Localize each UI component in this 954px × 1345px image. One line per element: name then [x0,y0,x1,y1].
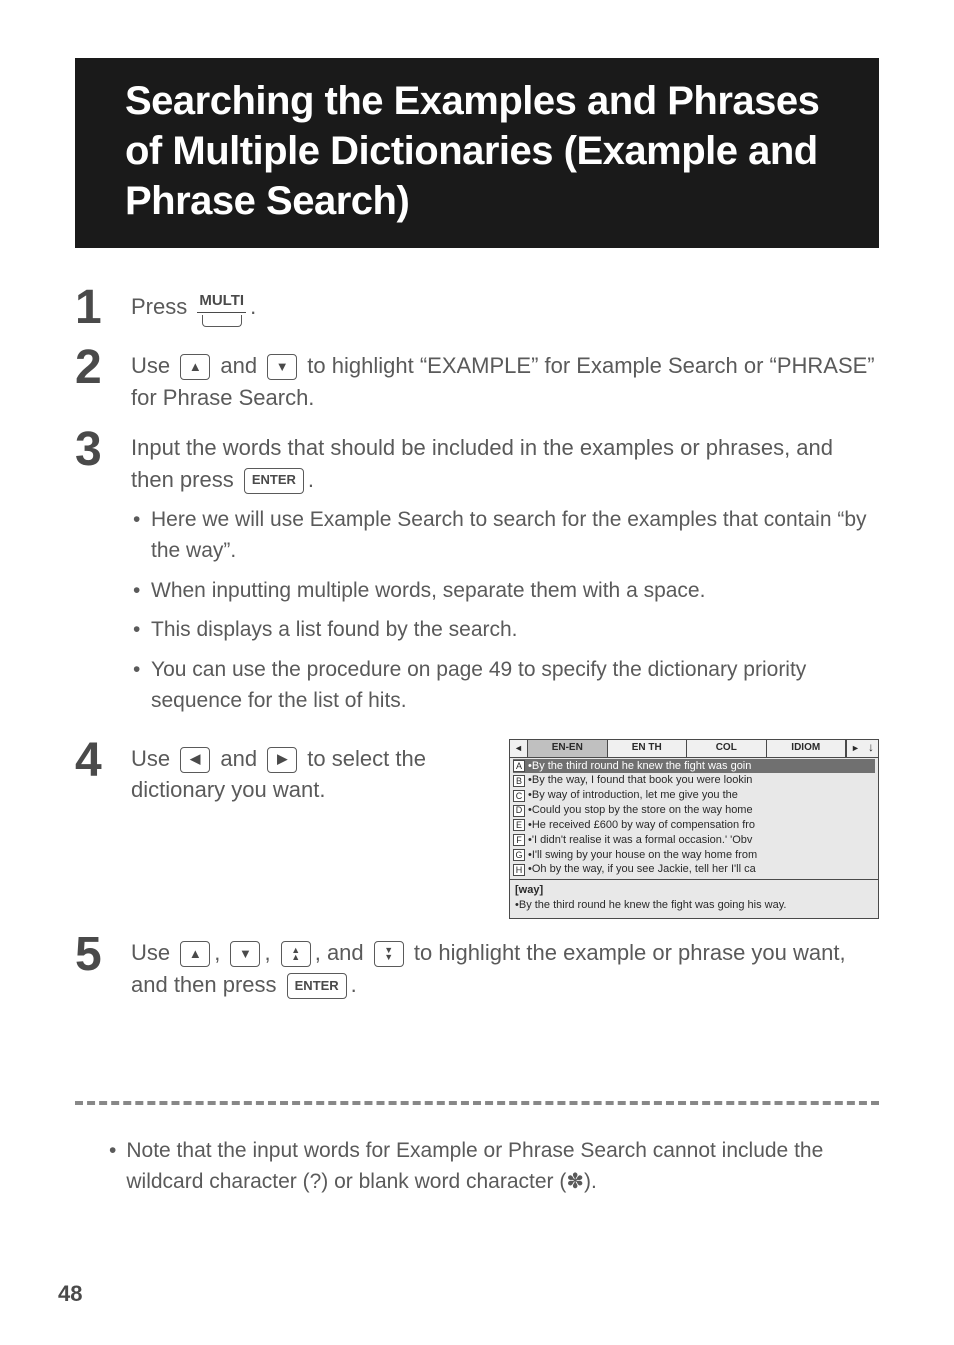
step-number: 2 [75,344,131,392]
pagedown-key: ▼▼ [374,941,404,967]
page-title: Searching the Examples and Phrases of Mu… [125,76,849,226]
row-text: •'I didn't realise it was a formal occas… [528,833,752,848]
comma: , [264,940,276,965]
enter-key: ENTER [287,973,347,999]
step-text-pre: Use [131,353,176,378]
footnote: • Note that the input words for Example … [75,1135,879,1198]
result-row: G•I'll swing by your house on the way ho… [513,848,875,863]
row-text: •By the third round he knew the fight wa… [528,759,751,774]
step-body: Press MULTI . [131,290,879,327]
result-row: F•'I didn't realise it was a formal occa… [513,833,875,848]
step-text-pre: Press [131,294,193,319]
row-letter: D [513,805,525,817]
tab-en-en: EN-EN [528,740,608,757]
comma: , and [315,940,370,965]
step-text-mid: and [214,746,263,771]
result-row: B•By the way, I found that book you were… [513,773,875,788]
step-1: 1 Press MULTI . [75,290,879,332]
result-row: H•Oh by the way, if you see Jackie, tell… [513,862,875,877]
tab-scroll-right-icon: ► [846,740,864,757]
result-row: A•By the third round he knew the fight w… [513,759,875,774]
bullet-icon: • [109,1135,116,1198]
row-letter: A [513,760,525,772]
step-text-pre: Use [131,940,176,965]
scroll-down-icon: ↓ [864,739,878,756]
preview-pane: [way] •By the third round he knew the fi… [510,879,878,918]
row-letter: G [513,849,525,861]
row-text: •By way of introduction, let me give you… [528,788,738,803]
bullet-item: You can use the procedure on page 49 to … [151,654,879,717]
step-4: 4 Use ◀ and ▶ to select the dictionary y… [75,743,879,919]
multi-key-label: MULTI [197,290,246,313]
up-key: ▲ [180,354,210,380]
step-text-pre: Use [131,746,176,771]
step-3-bullets: Here we will use Example Search to searc… [131,504,879,717]
device-screenshot: ◄ EN-EN EN TH COL IDIOM ► ↓ A•By the thi… [509,739,879,919]
tabs-row: ◄ EN-EN EN TH COL IDIOM ► ↓ [510,740,878,758]
row-text: •By the way, I found that book you were … [528,773,752,788]
preview-keyword: [way] [515,883,873,898]
step-5: 5 Use ▲, ▼, ▲▲, and ▼▼ to highlight the … [75,937,879,1001]
down-key: ▼ [230,941,260,967]
result-list: A•By the third round he knew the fight w… [510,758,878,880]
step-number: 5 [75,931,131,979]
row-letter: H [513,864,525,876]
step-text-end: . [351,972,357,997]
bullet-item: When inputting multiple words, separate … [151,575,879,607]
step-text-pre: Input the words that should be included … [131,435,833,492]
page-title-block: Searching the Examples and Phrases of Mu… [75,58,879,248]
pageup-key: ▲▲ [281,941,311,967]
row-text: •I'll swing by your house on the way hom… [528,848,757,863]
step-body: Use ▲, ▼, ▲▲, and ▼▼ to highlight the ex… [131,937,879,1001]
row-letter: F [513,834,525,846]
row-letter: E [513,819,525,831]
bullet-item: This displays a list found by the search… [151,614,879,646]
step-number: 3 [75,426,131,474]
result-row: E•He received £600 by way of compensatio… [513,818,875,833]
tab-en-th: EN TH [608,740,688,757]
enter-key: ENTER [244,468,304,494]
multi-key: MULTI [197,290,246,327]
step-2: 2 Use ▲ and ▼ to highlight “EXAMPLE” for… [75,350,879,414]
row-text: •He received £600 by way of compensation… [528,818,755,833]
result-row: D•Could you stop by the store on the way… [513,803,875,818]
step-3: 3 Input the words that should be include… [75,432,879,725]
right-key: ▶ [267,747,297,773]
step-body: Use ▲ and ▼ to highlight “EXAMPLE” for E… [131,350,879,414]
tab-col: COL [687,740,767,757]
step-number: 4 [75,737,131,785]
step-body: Input the words that should be included … [131,432,879,725]
preview-text: •By the third round he knew the fight wa… [515,898,873,913]
step-text-post: . [250,294,256,319]
step-text-mid: and [214,353,263,378]
divider [75,1101,879,1105]
up-key: ▲ [180,941,210,967]
step-body: Use ◀ and ▶ to select the dictionary you… [131,743,879,919]
bullet-item: Here we will use Example Search to searc… [151,504,879,567]
page-number: 48 [58,1281,82,1307]
row-text: •Could you stop by the store on the way … [528,803,753,818]
down-key: ▼ [267,354,297,380]
left-key: ◀ [180,747,210,773]
tab-idiom: IDIOM [767,740,847,757]
row-text: •Oh by the way, if you see Jackie, tell … [528,862,756,877]
footnote-text: Note that the input words for Example or… [126,1135,879,1198]
result-row: C•By way of introduction, let me give yo… [513,788,875,803]
tab-scroll-left-icon: ◄ [510,740,528,757]
row-letter: B [513,775,525,787]
step-number: 1 [75,284,131,332]
row-letter: C [513,790,525,802]
comma: , [214,940,226,965]
step-4-text: Use ◀ and ▶ to select the dictionary you… [131,743,479,807]
step-text-post: . [308,467,314,492]
multi-key-base [202,315,242,327]
